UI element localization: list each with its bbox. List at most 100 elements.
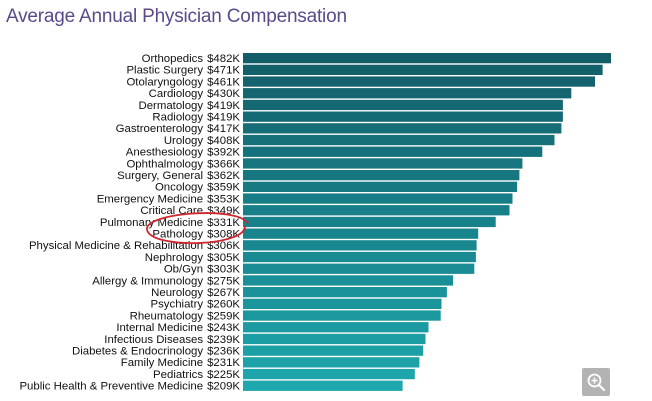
value-label: $417K (207, 123, 240, 135)
bar (243, 298, 442, 309)
value-label: $267K (207, 287, 240, 299)
category-label: Oncology (155, 182, 203, 194)
value-label: $362K (207, 170, 240, 182)
bar (243, 251, 476, 263)
value-label: $260K (207, 299, 240, 311)
value-label: $366K (207, 158, 240, 170)
bar (243, 345, 424, 356)
bar-label: Gastroenterology $417K (116, 123, 241, 135)
bar-label: Urology $408K (164, 135, 241, 147)
bar-label: Orthopedics $482K (142, 53, 241, 65)
zoom-in-button[interactable] (582, 368, 610, 396)
page-title: Average Annual Physician Compensation (6, 6, 347, 27)
bar-label: Surgery, General $362K (117, 170, 240, 182)
category-label: Orthopedics (142, 53, 204, 65)
value-label: $243K (207, 322, 240, 334)
value-label: $353K (207, 193, 240, 205)
bar (243, 357, 420, 368)
bar (243, 228, 479, 239)
value-label: $236K (207, 346, 240, 358)
category-label: Dermatology (138, 100, 203, 112)
category-label: Physical Medicine & Rehabilitation (29, 240, 203, 252)
zoom-in-icon (587, 373, 606, 392)
bar (243, 99, 563, 111)
bar (243, 263, 475, 274)
bar (243, 170, 520, 181)
bar-label: Radiology $419K (152, 112, 240, 124)
bar (243, 368, 415, 380)
category-label: Rheumatology (130, 310, 204, 322)
bar (243, 88, 572, 99)
value-label: $461K (207, 76, 240, 88)
value-label: $303K (207, 264, 240, 276)
bar-label: Anesthesiology $392K (126, 147, 241, 159)
bar-label: Family Medicine $231K (121, 357, 241, 369)
category-label: Gastroenterology (116, 123, 204, 135)
category-label: Nephrology (145, 252, 204, 264)
category-label: Pediatrics (153, 369, 203, 381)
category-label: Emergency Medicine (97, 193, 203, 205)
value-label: $225K (207, 369, 240, 381)
value-label: $306K (207, 240, 240, 252)
category-label: Otolaryngology (126, 76, 203, 88)
bar-label: Cardiology $430K (149, 88, 241, 100)
bar (243, 380, 403, 391)
value-label: $408K (207, 135, 240, 147)
bar-label: Critical Care $349K (140, 205, 240, 217)
category-label: Infectious Diseases (104, 334, 203, 346)
category-label: Ob/Gyn (164, 264, 203, 276)
value-label: $419K (207, 100, 240, 112)
value-label: $392K (207, 147, 240, 159)
bar (243, 205, 510, 216)
bar-label: Nephrology $305K (145, 252, 241, 264)
bar (243, 111, 563, 122)
bar-label: Neurology $267K (151, 287, 240, 299)
category-label: Psychiatry (151, 299, 204, 311)
bar-label: Pulmonary Medicine $331K (100, 217, 241, 229)
bar (243, 310, 441, 321)
bar (243, 181, 518, 192)
category-label: Radiology (152, 112, 203, 124)
value-label: $259K (207, 310, 240, 322)
bar (243, 53, 611, 64)
bar-label: Physical Medicine & Rehabilitation $306K (29, 240, 240, 252)
bar-label: Public Health & Preventive Medicine $209K (19, 381, 240, 393)
bar-label: Diabetes & Endocrinology $236K (72, 346, 240, 358)
category-label: Surgery, General (117, 170, 203, 182)
bar (243, 193, 513, 204)
bar (243, 134, 555, 146)
bar-label: Ob/Gyn $303K (164, 264, 241, 276)
category-label: Internal Medicine (116, 322, 203, 334)
bar (243, 216, 496, 228)
bar-label: Plastic Surgery $471K (126, 65, 240, 77)
category-label: Public Health & Preventive Medicine (19, 381, 203, 393)
bar (243, 240, 477, 251)
category-label: Ophthalmology (126, 158, 203, 170)
bar-label: Pediatrics $225K (153, 369, 240, 381)
value-label: $231K (207, 357, 240, 369)
value-label: $331K (207, 217, 240, 229)
value-label: $359K (207, 182, 240, 194)
value-label: $419K (207, 112, 240, 124)
value-label: $239K (207, 334, 240, 346)
bar (243, 158, 523, 169)
bar (243, 146, 543, 157)
value-label: $308K (207, 229, 240, 241)
bar-label: Allergy & Immunology $275K (92, 275, 240, 287)
value-label: $305K (207, 252, 240, 264)
bar-label: Otolaryngology $461K (126, 76, 240, 88)
category-label: Urology (164, 135, 204, 147)
bar (243, 322, 429, 333)
bar-label: Infectious Diseases $239K (104, 334, 240, 346)
bar-label: Ophthalmology $366K (126, 158, 240, 170)
bar-label: Dermatology $419K (138, 100, 240, 112)
bar (243, 123, 562, 134)
bar (243, 76, 595, 87)
value-label: $482K (207, 53, 240, 65)
bar (243, 333, 426, 345)
value-label: $471K (207, 65, 240, 77)
value-label: $430K (207, 88, 240, 100)
bar (243, 64, 603, 75)
category-label: Neurology (151, 287, 203, 299)
